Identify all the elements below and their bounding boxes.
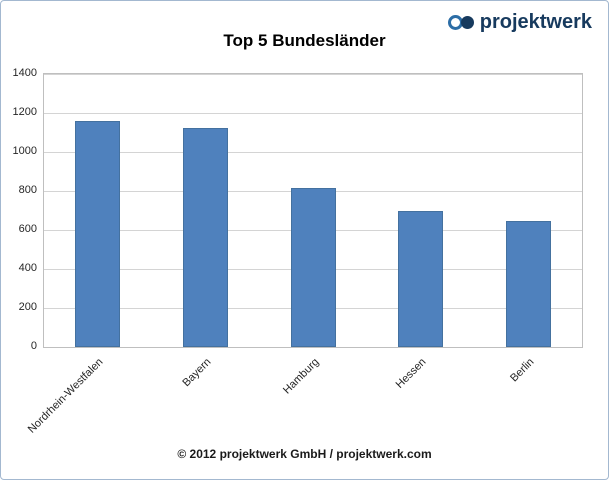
y-tick-label: 1400	[12, 67, 37, 79]
logo-filled-circle-icon	[460, 16, 474, 29]
y-tick-label: 600	[18, 223, 37, 235]
bar-hessen	[398, 211, 443, 347]
logo-circles-icon	[447, 15, 474, 30]
plot-area	[43, 73, 583, 348]
gridline	[44, 74, 582, 75]
chart-title: Top 5 Bundesländer	[223, 31, 386, 50]
y-tick-label: 1200	[12, 106, 37, 118]
projektwerk-logo: projektwerk	[447, 11, 592, 34]
gridline	[44, 113, 582, 114]
gridline	[44, 152, 582, 153]
y-tick-label: 800	[18, 184, 37, 196]
bar-bayern	[183, 128, 228, 347]
chart-footer: © 2012 projektwerk GmbH / projektwerk.co…	[177, 447, 432, 461]
bar-hamburg	[291, 188, 336, 347]
bar-nordrhein-westfalen	[75, 121, 120, 347]
logo-text: projektwerk	[479, 11, 592, 33]
y-tick-label: 200	[18, 301, 37, 313]
y-tick-label: 1000	[12, 145, 37, 157]
bar-berlin	[506, 221, 551, 347]
y-tick-label: 400	[18, 262, 37, 274]
y-tick-label: 0	[30, 340, 37, 352]
x-tick-label: Nordrhein-Westfalen	[25, 356, 105, 436]
